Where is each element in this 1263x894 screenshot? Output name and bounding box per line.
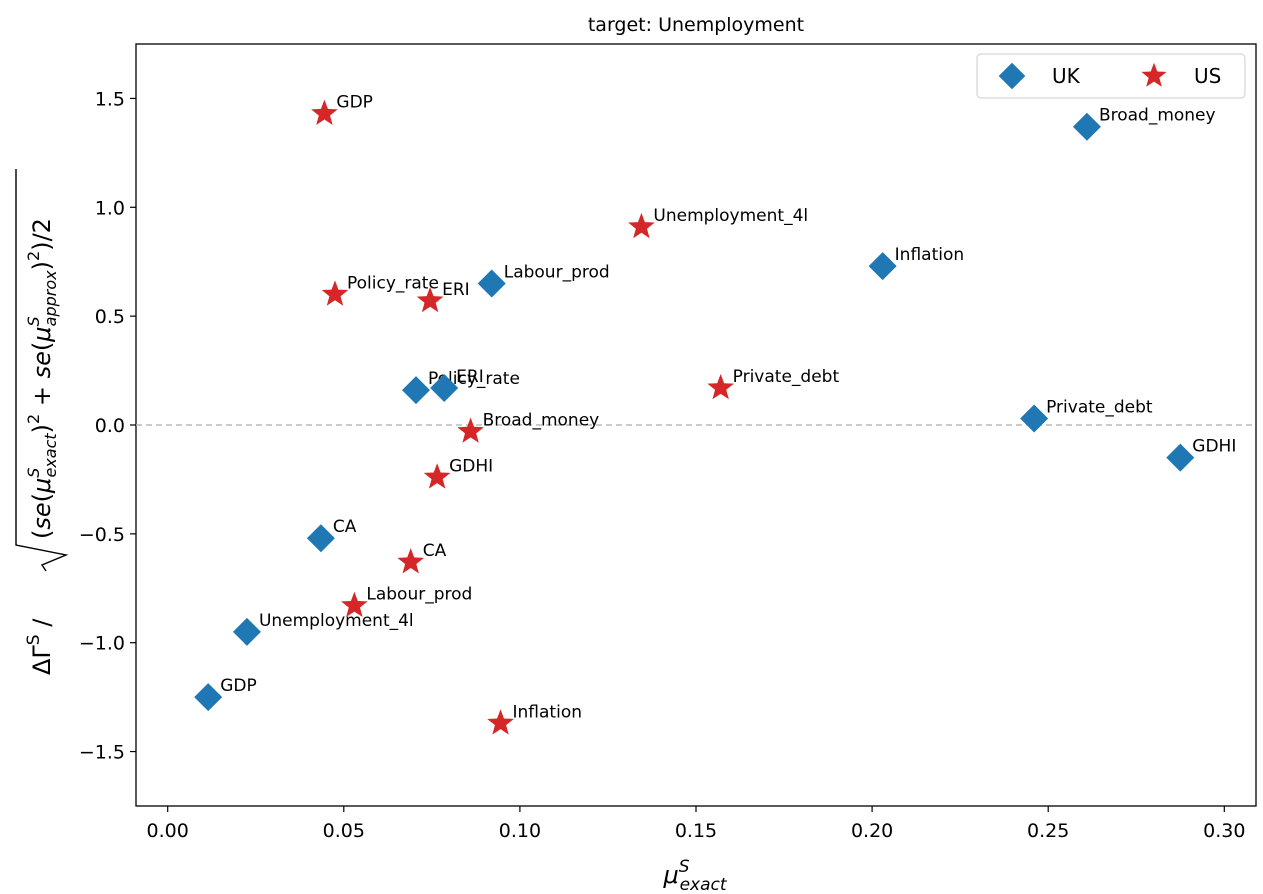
- y-tick-label: −1.0: [79, 633, 125, 655]
- uk-point-label: ERI: [456, 367, 484, 387]
- x-tick-label: 0.25: [1027, 820, 1069, 842]
- x-tick-label: 0.05: [323, 820, 365, 842]
- x-tick-label: 0.00: [147, 820, 189, 842]
- svg-text:ΔΓS /: ΔΓS /: [24, 618, 56, 675]
- x-tick-label: 0.30: [1203, 820, 1245, 842]
- us-point-label: Broad_money: [483, 411, 600, 431]
- svg-text:(se(μSexact)2 + se(μSapprox)2): (se(μSexact)2 + se(μSapprox)2)/2: [24, 218, 60, 539]
- us-point-private-debt: [707, 373, 734, 400]
- uk-point-label: GDP: [220, 676, 257, 696]
- y-tick-label: 0.0: [95, 415, 125, 437]
- us-point-label: Unemployment_4l: [653, 206, 808, 226]
- legend-box: [976, 53, 1246, 99]
- us-point-unemployment-4l: [628, 212, 655, 239]
- us-point-eri: [416, 286, 444, 313]
- us-point-gdhi: [423, 463, 451, 489]
- uk-point-ca: [306, 524, 335, 553]
- uk-point-policy-rate: [402, 376, 430, 405]
- plot-area: [135, 43, 1257, 807]
- legend-label-uk: UK: [1052, 64, 1081, 88]
- us-point-broad-money: [457, 417, 484, 443]
- data-points: Broad_money Inflation Labour_prod Policy_ra…: [194, 93, 1236, 735]
- uk-point-label: Labour_prod: [504, 262, 610, 282]
- us-point-label: Policy_rate: [347, 273, 439, 293]
- us-point-label: GDHI: [449, 456, 493, 476]
- y-axis-label: ΔΓS / (se(μSexact)2 + se(μSapprox)2)/2: [15, 169, 69, 675]
- us-point-ca: [397, 548, 425, 574]
- legend-marker-uk: [998, 62, 1026, 90]
- uk-point-inflation: [868, 252, 897, 281]
- us-point-labour-prod: [341, 591, 368, 618]
- legend: UK US: [976, 53, 1246, 99]
- us-point-label: CA: [423, 541, 447, 561]
- uk-point-label: Broad_money: [1099, 106, 1216, 126]
- uk-point-broad-money: [1072, 112, 1101, 141]
- y-tick-label: −1.5: [79, 742, 125, 764]
- uk-point-unemployment-4l: [232, 617, 261, 646]
- us-point-label: Labour_prod: [366, 585, 472, 605]
- us-point-label: GDP: [336, 93, 373, 113]
- uk-point-label: Unemployment_4l: [259, 611, 414, 631]
- chart-title: target: Unemployment: [588, 14, 804, 36]
- x-tick-label: 0.20: [851, 820, 893, 842]
- y-axis-ticks: 1.5 1.0 0.5 0.0 −0.5 −1.0 −1.5: [79, 88, 136, 764]
- uk-point-eri: [430, 373, 459, 402]
- uk-point-labour-prod: [477, 269, 506, 298]
- us-point-policy-rate: [321, 280, 349, 306]
- y-tick-label: 1.5: [95, 88, 125, 110]
- us-point-label: Private_debt: [733, 367, 840, 387]
- uk-point-label: GDHI: [1192, 437, 1236, 457]
- uk-point-private-debt: [1020, 404, 1049, 433]
- y-tick-label: 0.5: [95, 306, 125, 328]
- us-point-label: Inflation: [513, 702, 582, 722]
- x-tick-label: 0.15: [675, 820, 717, 842]
- uk-point-label: Inflation: [895, 245, 964, 265]
- y-tick-label: −0.5: [79, 524, 125, 546]
- uk-point-label: CA: [333, 517, 357, 537]
- legend-marker-us: [1141, 62, 1167, 87]
- x-axis-label: μS exact: [662, 857, 727, 894]
- uk-point-gdp: [194, 683, 223, 712]
- us-point-gdp: [311, 99, 338, 125]
- uk-point-label: Private_debt: [1046, 397, 1153, 417]
- y-tick-label: 1.0: [95, 197, 125, 219]
- us-point-label: ERI: [442, 280, 470, 300]
- legend-label-us: US: [1194, 64, 1221, 88]
- x-axis-ticks: 0.00 0.05 0.10 0.15 0.20 0.25 0.30: [147, 806, 1245, 842]
- uk-point-gdhi: [1166, 443, 1195, 472]
- us-point-inflation: [487, 709, 514, 735]
- x-tick-label: 0.10: [499, 820, 541, 842]
